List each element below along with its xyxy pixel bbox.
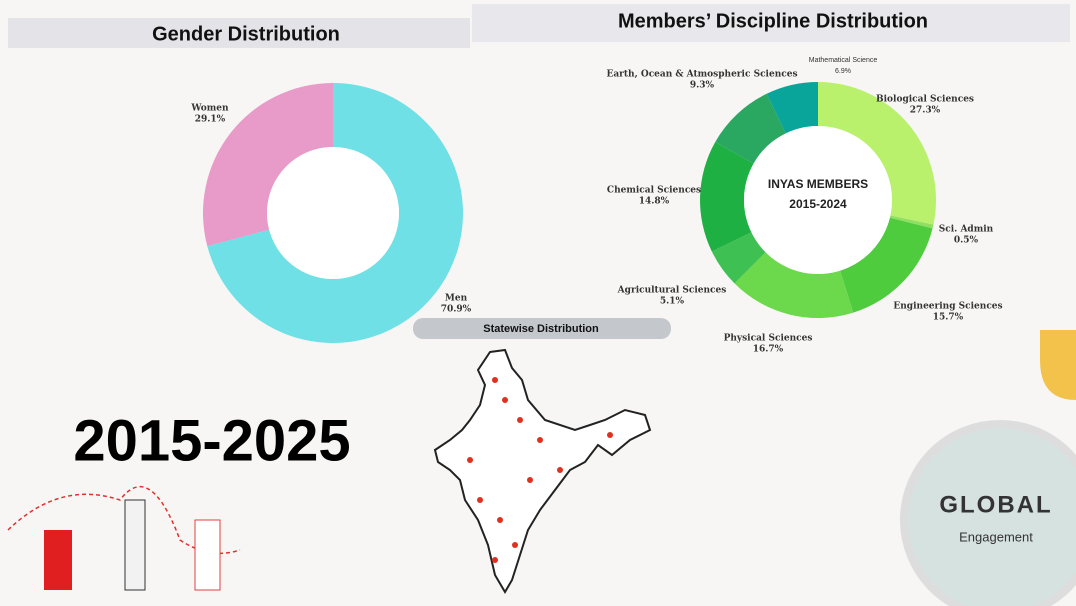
segment-value: 29.1% xyxy=(195,115,226,125)
banner xyxy=(413,318,671,339)
segment-value: 6.9% xyxy=(835,68,851,75)
segment-label: Men xyxy=(445,294,468,304)
segment-value: 9.3% xyxy=(690,81,715,91)
segment-label: Agricultural Sciences xyxy=(617,286,727,296)
segment-label: Physical Sciences xyxy=(724,334,813,344)
map-pins xyxy=(467,377,613,563)
decor-figure xyxy=(124,499,146,591)
donut-segment xyxy=(711,232,766,284)
global-subtitle: Engagement xyxy=(959,529,1033,544)
segment-label: Mathematical Science xyxy=(809,57,878,64)
donut-segment xyxy=(207,83,464,344)
header-bar xyxy=(472,4,1070,42)
india-map xyxy=(433,348,652,594)
donut-segment xyxy=(840,217,933,313)
decor-figure xyxy=(194,519,221,591)
segment-value: 0.5% xyxy=(954,236,979,246)
segment-value: 15.7% xyxy=(933,313,964,323)
segment-value: 5.1% xyxy=(660,297,685,307)
segment-value: 27.3% xyxy=(910,106,941,116)
decor-line xyxy=(7,486,241,555)
donut-hole xyxy=(744,126,892,274)
donut-hole xyxy=(267,147,399,279)
segment-label: Sci. Admin xyxy=(939,225,994,235)
donut-segment xyxy=(889,215,934,229)
donut-segment xyxy=(715,93,786,164)
chart-title: Members’ Discipline Distribution xyxy=(618,10,928,32)
header-bar xyxy=(8,18,470,48)
segment-label: Earth, Ocean & Atmospheric Sciences xyxy=(606,70,797,80)
donut-segment xyxy=(766,82,818,134)
donut-segment xyxy=(734,252,854,318)
segment-value: 70.9% xyxy=(441,305,472,315)
global-title: GLOBAL xyxy=(939,491,1052,518)
segment-label: Chemical Sciences xyxy=(607,186,701,196)
decor-shape xyxy=(1040,330,1076,400)
map-title: Statewise Distribution xyxy=(483,323,599,335)
center-text: INYAS MEMBERS xyxy=(768,177,868,191)
globe xyxy=(900,420,1076,606)
segment-label: Biological Sciences xyxy=(876,95,974,105)
decor-figure xyxy=(44,530,72,590)
segment-label: Women xyxy=(190,104,229,114)
period: 2015-2025 xyxy=(73,408,350,473)
donut-segment xyxy=(203,83,333,247)
segment-label: Engineering Sciences xyxy=(893,302,1002,312)
donut-segment xyxy=(818,82,937,225)
segment-value: 16.7% xyxy=(753,345,784,355)
segment-value: 14.8% xyxy=(639,197,670,207)
donut-segment xyxy=(700,142,754,252)
center-text: 2015-2024 xyxy=(789,197,847,211)
chart-title: Gender Distribution xyxy=(152,23,340,45)
